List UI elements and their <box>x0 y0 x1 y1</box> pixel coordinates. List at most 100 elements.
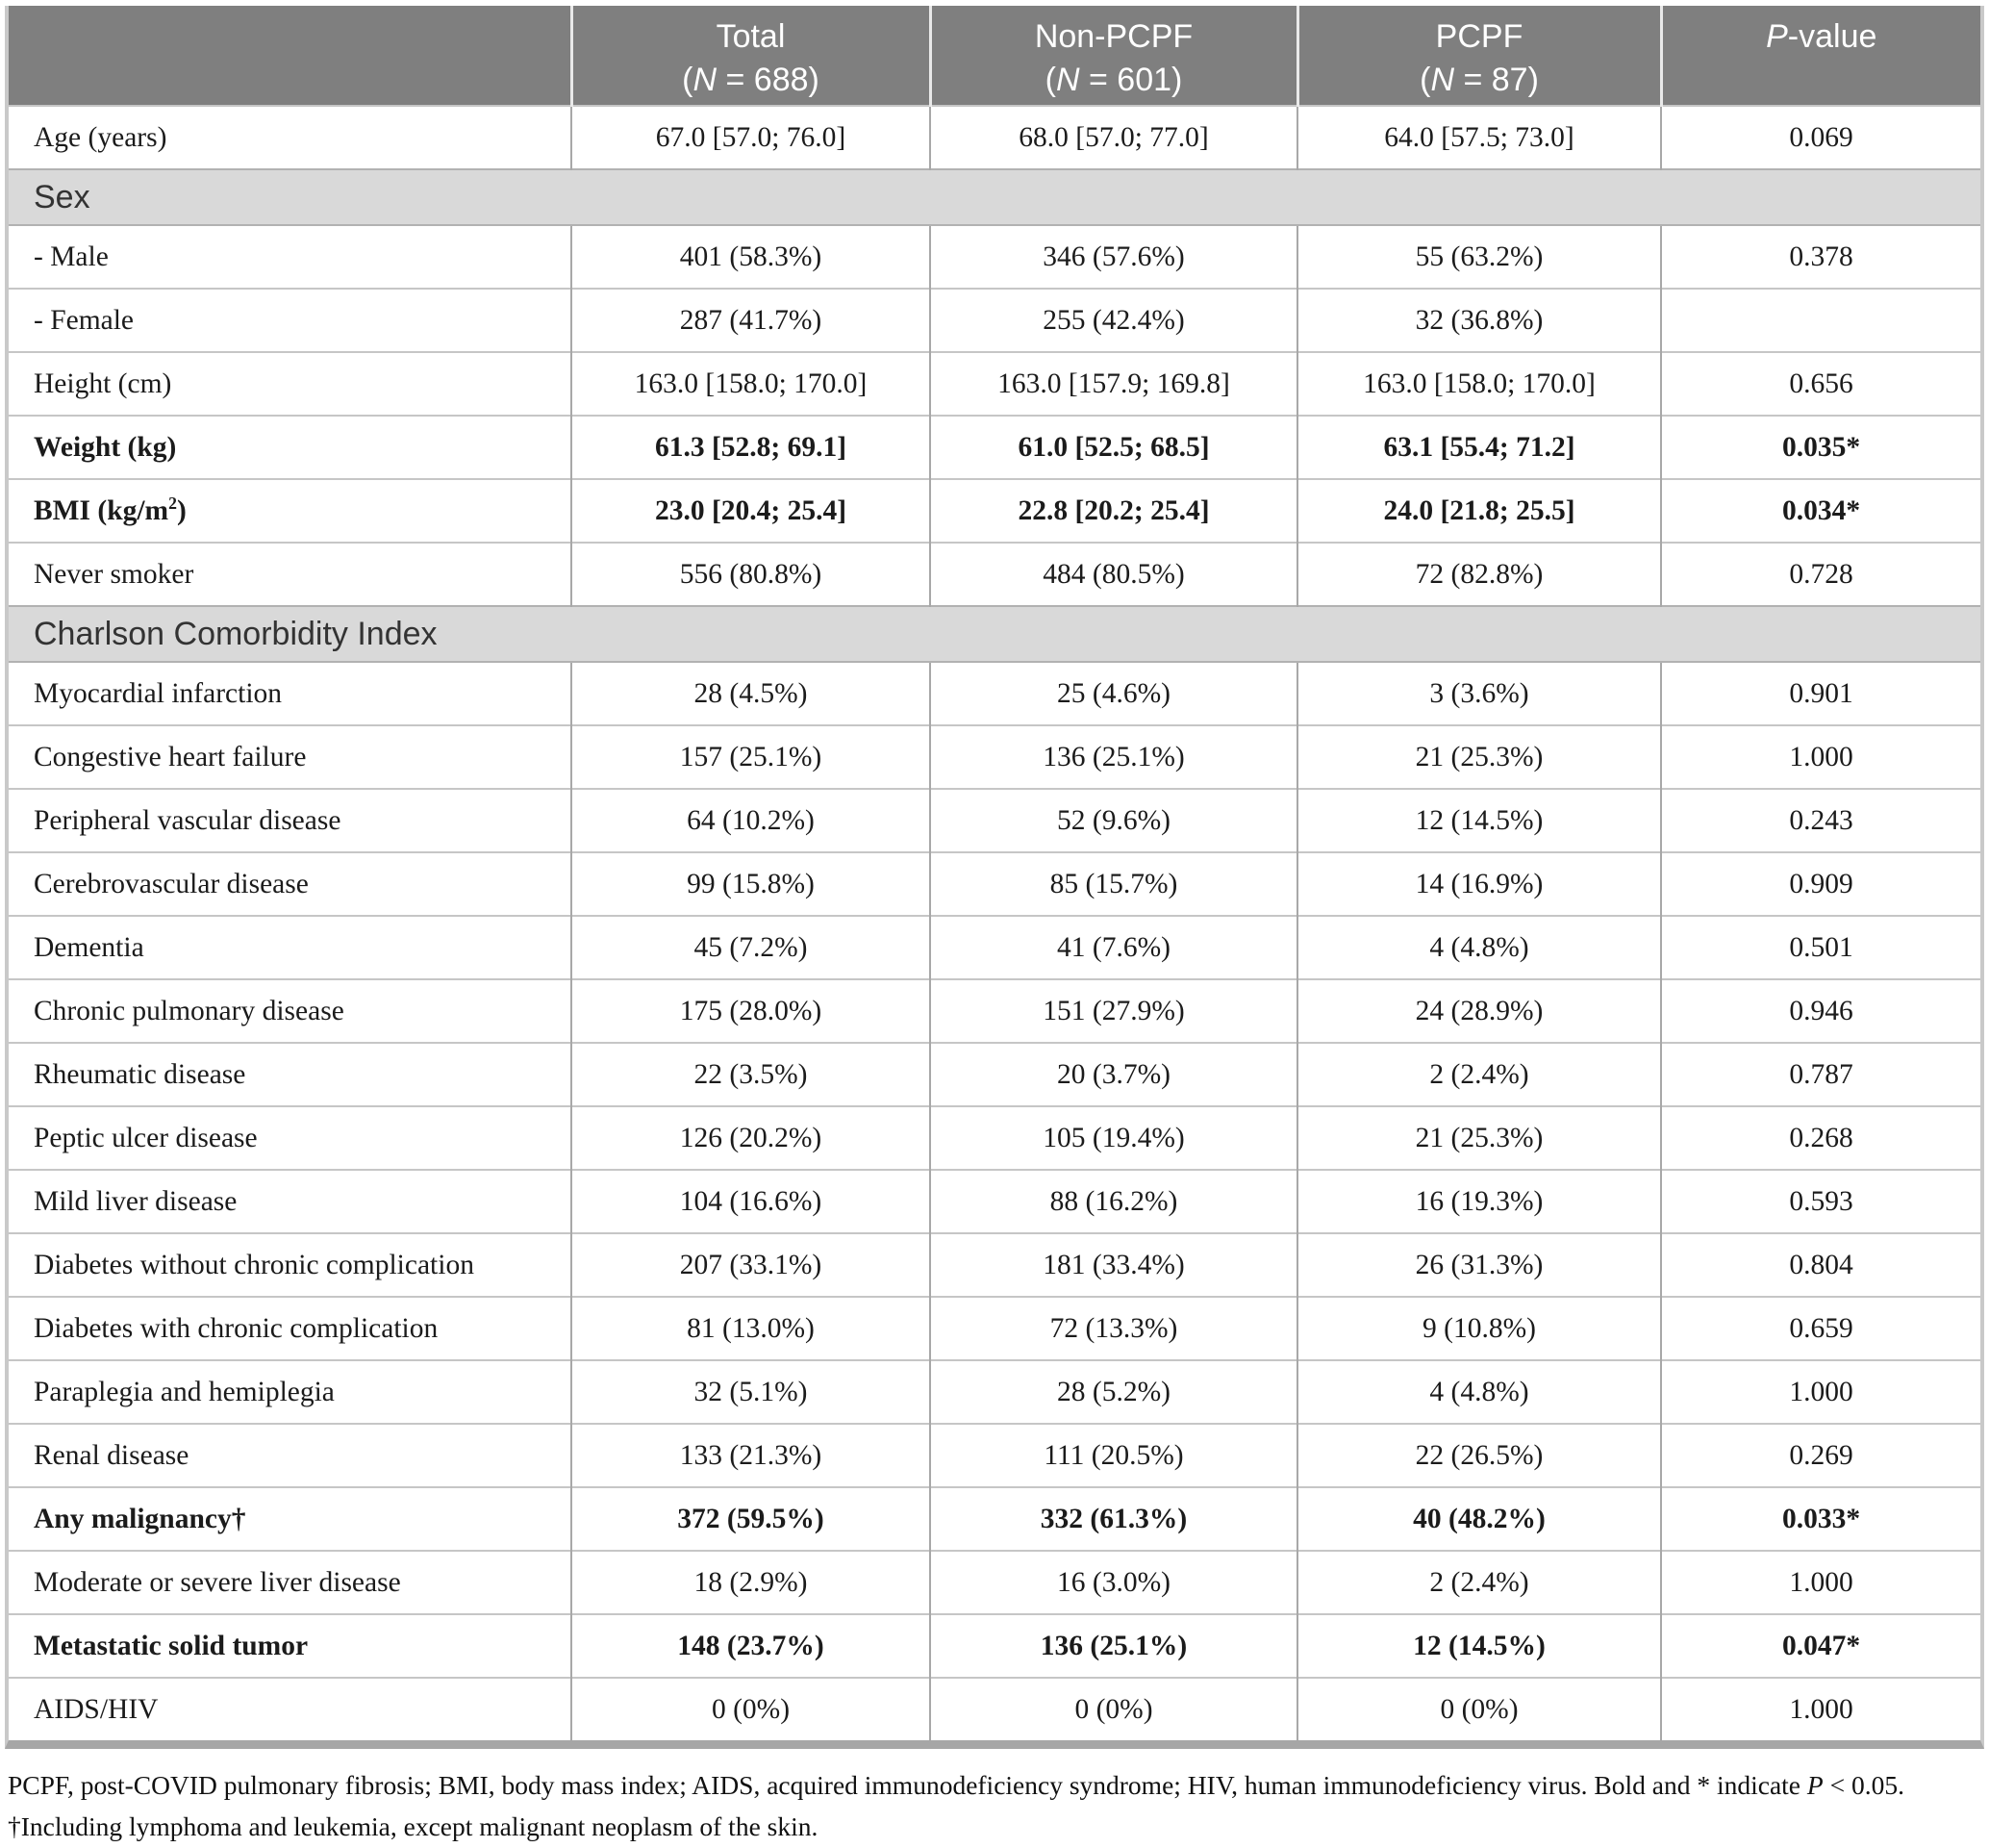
cell-value: 0.901 <box>1660 661 1980 725</box>
cell-value: 72 (82.8%) <box>1297 542 1661 606</box>
row-label: - Female <box>9 288 571 352</box>
table-row: Chronic pulmonary disease 175 (28.0%) 151 … <box>9 978 1980 1043</box>
row-label: Cerebrovascular disease <box>9 851 571 916</box>
cell-value: 61.0 [52.5; 68.5] <box>929 415 1297 479</box>
table-row: Congestive heart failure 157 (25.1%) 136 (… <box>9 724 1980 789</box>
footnote-p-italic: P <box>1806 1770 1824 1800</box>
table-row: BMI (kg/m2) 23.0 [20.4; 25.4] 22.8 [20.2; … <box>9 478 1980 543</box>
table-row: Mild liver disease 104 (16.6%) 88 (16.2%) 1… <box>9 1169 1980 1233</box>
table-row: - Female 287 (41.7%) 255 (42.4%) 32 (36.8%) <box>9 288 1980 352</box>
cell-value: 40 (48.2%) <box>1297 1486 1661 1551</box>
table-row: Moderate or severe liver disease 18 (2.9%… <box>9 1550 1980 1614</box>
footnote-text-pre: PCPF, post-COVID pulmonary fibrosis; BMI… <box>8 1770 1807 1800</box>
cell-value: 64.0 [57.5; 73.0] <box>1297 105 1661 169</box>
cell-value: 28 (4.5%) <box>570 661 930 725</box>
row-label: Never smoker <box>9 542 571 606</box>
table-row: Paraplegia and hemiplegia 32 (5.1%) 28 (5.… <box>9 1359 1980 1424</box>
cell-value: 20 (3.7%) <box>929 1042 1297 1106</box>
cell-value: 2 (2.4%) <box>1297 1042 1661 1106</box>
table-row: AIDS/HIV 0 (0%) 0 (0%) 0 (0%) 1.000 <box>9 1677 1980 1740</box>
header-row: Total (N = 688) Non-PCPF (N = 601) PCPF … <box>9 6 1980 106</box>
cell-value: 63.1 [55.4; 71.2] <box>1297 415 1661 479</box>
cell-value: 104 (16.6%) <box>570 1169 930 1233</box>
table-row: Height (cm) 163.0 [158.0; 170.0] 163.0 [15… <box>9 351 1980 416</box>
cell-value: 1.000 <box>1660 1359 1980 1424</box>
row-label: Rheumatic disease <box>9 1042 571 1106</box>
cell-value: 157 (25.1%) <box>570 724 930 789</box>
cell-value: 22 (26.5%) <box>1297 1423 1661 1487</box>
col-header-p-value: P-value <box>1659 6 1980 106</box>
cell-value: 0.501 <box>1660 915 1980 979</box>
table-row: Myocardial infarction 28 (4.5%) 25 (4.6%) 3… <box>9 661 1980 725</box>
cell-value: 0.787 <box>1660 1042 1980 1106</box>
cell-value: 136 (25.1%) <box>929 724 1297 789</box>
cell-value: 16 (19.3%) <box>1297 1169 1661 1233</box>
cell-value: 0.593 <box>1660 1169 1980 1233</box>
table-row: Renal disease 133 (21.3%) 111 (20.5%) 22 (2… <box>9 1423 1980 1487</box>
cell-value: 105 (19.4%) <box>929 1105 1297 1170</box>
cell-value: 24.0 [21.8; 25.5] <box>1297 478 1661 543</box>
cell-value: 25 (4.6%) <box>929 661 1297 725</box>
cell-value: 0 (0%) <box>929 1677 1297 1740</box>
table-row: Dementia 45 (7.2%) 41 (7.6%) 4 (4.8%) 0.501 <box>9 915 1980 979</box>
cell-value: 484 (80.5%) <box>929 542 1297 606</box>
cell-value: 111 (20.5%) <box>929 1423 1297 1487</box>
row-label: Congestive heart failure <box>9 724 571 789</box>
cell-value: 28 (5.2%) <box>929 1359 1297 1424</box>
cell-value: 136 (25.1%) <box>929 1613 1297 1678</box>
cell-value: 0.946 <box>1660 978 1980 1043</box>
cell-value: 151 (27.9%) <box>929 978 1297 1043</box>
cell-value: 346 (57.6%) <box>929 224 1297 289</box>
cell-value: 2 (2.4%) <box>1297 1550 1661 1614</box>
cell-value: 0.034* <box>1660 478 1980 543</box>
cell-value: 52 (9.6%) <box>929 788 1297 852</box>
section-row: Charlson Comorbidity Index <box>9 605 1980 663</box>
cell-value: 0.269 <box>1660 1423 1980 1487</box>
cell-value: 0.268 <box>1660 1105 1980 1170</box>
table-row: Diabetes with chronic complication 81 (13… <box>9 1296 1980 1360</box>
cell-value: 181 (33.4%) <box>929 1232 1297 1297</box>
table-row: Weight (kg) 61.3 [52.8; 69.1] 61.0 [52.5; … <box>9 415 1980 479</box>
row-label: Metastatic solid tumor <box>9 1613 571 1678</box>
table-row: Diabetes without chronic complication 207… <box>9 1232 1980 1297</box>
cell-value: 85 (15.7%) <box>929 851 1297 916</box>
cell-value: 0 (0%) <box>1297 1677 1661 1740</box>
row-label: AIDS/HIV <box>9 1677 571 1740</box>
section-label: Charlson Comorbidity Index <box>9 605 1980 663</box>
cell-value: 3 (3.6%) <box>1297 661 1661 725</box>
table-row: Any malignancy† 372 (59.5%) 332 (61.3%) 40 … <box>9 1486 1980 1551</box>
row-label: Myocardial infarction <box>9 661 571 725</box>
row-label: Renal disease <box>9 1423 571 1487</box>
cell-value: 401 (58.3%) <box>570 224 930 289</box>
cell-value: 4 (4.8%) <box>1297 1359 1661 1424</box>
table-row: Age (years) 67.0 [57.0; 76.0] 68.0 [57.0; … <box>9 105 1980 169</box>
cell-value: 0.035* <box>1660 415 1980 479</box>
table-body: Age (years) 67.0 [57.0; 76.0] 68.0 [57.0; … <box>9 105 1980 1740</box>
row-label: Any malignancy† <box>9 1486 571 1551</box>
cell-value: 0.659 <box>1660 1296 1980 1360</box>
cell-value: 88 (16.2%) <box>929 1169 1297 1233</box>
cell-value: 24 (28.9%) <box>1297 978 1661 1043</box>
row-label: Moderate or severe liver disease <box>9 1550 571 1614</box>
cell-value: 556 (80.8%) <box>570 542 930 606</box>
cell-value: 67.0 [57.0; 76.0] <box>570 105 930 169</box>
cell-value: 22 (3.5%) <box>570 1042 930 1106</box>
cell-value: 4 (4.8%) <box>1297 915 1661 979</box>
row-label: Paraplegia and hemiplegia <box>9 1359 571 1424</box>
section-row: Sex <box>9 168 1980 226</box>
table-row: - Male 401 (58.3%) 346 (57.6%) 55 (63.2%) 0.… <box>9 224 1980 289</box>
cell-value <box>1660 288 1980 352</box>
cell-value: 45 (7.2%) <box>570 915 930 979</box>
cell-value: 26 (31.3%) <box>1297 1232 1661 1297</box>
table-row: Cerebrovascular disease 99 (15.8%) 85 (15.… <box>9 851 1980 916</box>
cell-value: 12 (14.5%) <box>1297 788 1661 852</box>
cell-value: 0.378 <box>1660 224 1980 289</box>
cell-value: 18 (2.9%) <box>570 1550 930 1614</box>
cell-value: 126 (20.2%) <box>570 1105 930 1170</box>
cell-value: 12 (14.5%) <box>1297 1613 1661 1678</box>
cell-value: 0.728 <box>1660 542 1980 606</box>
cell-value: 0.804 <box>1660 1232 1980 1297</box>
cell-value: 287 (41.7%) <box>570 288 930 352</box>
row-label: Dementia <box>9 915 571 979</box>
table-header: Total (N = 688) Non-PCPF (N = 601) PCPF … <box>9 6 1980 106</box>
